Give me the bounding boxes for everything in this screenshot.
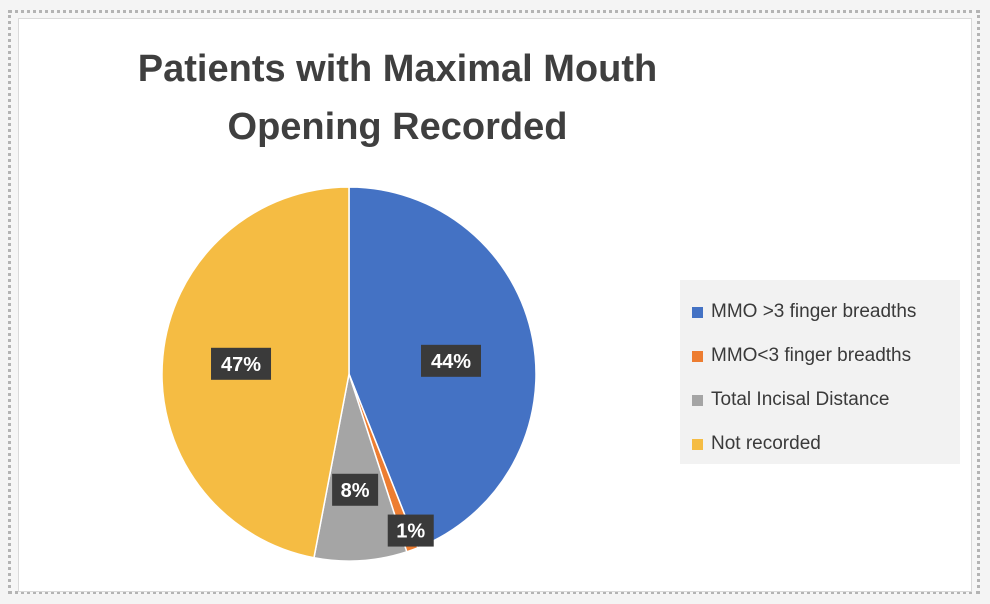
pie-data-labels: 44% 1% 8% 47% — [211, 344, 482, 547]
legend-swatch — [692, 350, 703, 362]
legend-item: Not recorded — [680, 422, 960, 466]
data-label-box — [211, 347, 272, 380]
legend-label: MMO >3 finger breadths — [711, 301, 917, 322]
legend-item: MMO >3 finger breadths — [680, 290, 960, 334]
chart-legend: MMO >3 finger breadths MMO<3 finger brea… — [680, 280, 960, 464]
data-label-text: 1% — [396, 521, 425, 543]
legend-label: Total Incisal Distance — [711, 389, 890, 410]
legend-label: Not recorded — [711, 433, 821, 454]
legend-label: MMO<3 finger breadths — [711, 345, 912, 366]
legend-item: Total Incisal Distance — [680, 378, 960, 422]
data-label-text: 47% — [221, 354, 261, 376]
data-label-box — [387, 514, 434, 547]
data-label-text: 8% — [341, 480, 370, 502]
data-label-box — [421, 344, 482, 377]
legend-item: MMO<3 finger breadths — [680, 334, 960, 378]
data-label-text: 44% — [431, 351, 471, 373]
data-label: 47% — [211, 347, 272, 380]
data-label: 8% — [332, 473, 379, 506]
legend-swatch — [692, 306, 703, 318]
data-label-box — [332, 473, 379, 506]
legend-swatch — [692, 438, 703, 450]
data-label: 44% — [421, 344, 482, 377]
data-label: 1% — [387, 514, 434, 547]
pie-slice — [313, 373, 408, 562]
chart-title: Patients with Maximal Mouth Opening Reco… — [137, 48, 658, 148]
legend-swatch — [692, 394, 703, 406]
